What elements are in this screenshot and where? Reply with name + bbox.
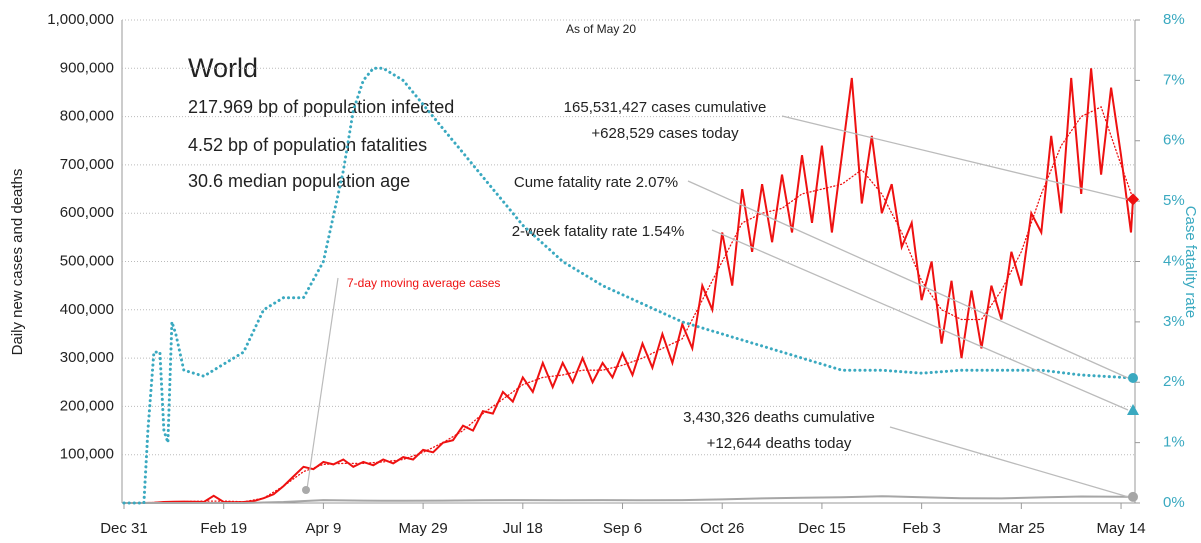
y-axis-label: Daily new cases and deaths — [9, 169, 26, 356]
series-label: 7-day moving average cases — [347, 276, 500, 290]
subtitle: As of May 20 — [566, 22, 636, 36]
y2-tick-label: 4% — [1163, 252, 1185, 269]
annotation: 165,531,427 cases cumulative — [564, 99, 767, 116]
x-tick-label: Oct 26 — [700, 520, 744, 537]
x-tick-label: May 29 — [399, 520, 448, 537]
chart-title: World — [188, 53, 258, 83]
y2-tick-label: 2% — [1163, 373, 1185, 390]
y2-tick-label: 7% — [1163, 71, 1185, 88]
x-tick-label: Feb 19 — [200, 520, 247, 537]
x-tick-label: Sep 6 — [603, 520, 642, 537]
x-tick-label: Apr 9 — [305, 520, 341, 537]
info-line: 217.969 bp of population infected — [188, 97, 454, 117]
end-marker — [1127, 193, 1140, 206]
annotation: +12,644 deaths today — [707, 435, 852, 452]
info-line: 4.52 bp of population fatalities — [188, 135, 427, 155]
series-line — [123, 495, 1134, 504]
y2-axis-label: Case fatality rate — [1182, 206, 1199, 319]
y-tick-label: 800,000 — [60, 108, 114, 125]
x-tick-label: Jul 18 — [503, 520, 543, 537]
y-tick-label: 600,000 — [60, 204, 114, 221]
x-tick-label: Dec 15 — [798, 520, 846, 537]
y2-tick-label: 5% — [1163, 192, 1185, 209]
y-tick-label: 900,000 — [60, 59, 114, 76]
annotation: Cume fatality rate 2.07% — [514, 174, 678, 191]
y-tick-label: 300,000 — [60, 349, 114, 366]
y2-tick-label: 8% — [1163, 11, 1185, 28]
y-tick-label: 500,000 — [60, 252, 114, 269]
x-tick-label: Feb 3 — [902, 520, 940, 537]
end-marker — [1128, 491, 1139, 502]
point-marker — [1127, 404, 1140, 416]
annotation: +628,529 cases today — [591, 125, 739, 142]
y-tick-label: 1,000,000 — [47, 11, 114, 28]
leader-line — [889, 426, 1129, 498]
series-line — [123, 105, 1134, 504]
x-tick-label: Mar 25 — [998, 520, 1045, 537]
series-line — [122, 66, 1135, 505]
info-line: 30.6 median population age — [188, 171, 410, 191]
x-tick-label: May 14 — [1096, 520, 1145, 537]
x-tick-label: Dec 31 — [100, 520, 148, 537]
series-line — [123, 68, 1134, 504]
annotation: 2-week fatality rate 1.54% — [512, 223, 685, 240]
leader-line — [781, 115, 1128, 201]
leader-line — [306, 277, 339, 490]
leader-dot — [302, 486, 310, 494]
leader-line — [711, 229, 1129, 411]
y2-tick-label: 3% — [1163, 313, 1185, 330]
y2-tick-label: 1% — [1163, 434, 1185, 451]
y-tick-label: 700,000 — [60, 156, 114, 173]
y-tick-label: 200,000 — [60, 397, 114, 414]
annotation: 3,430,326 deaths cumulative — [683, 409, 875, 426]
leader-line — [687, 180, 1129, 379]
y-tick-label: 400,000 — [60, 301, 114, 318]
y2-tick-label: 0% — [1163, 494, 1185, 511]
y2-tick-label: 6% — [1163, 132, 1185, 149]
end-marker — [1128, 373, 1139, 384]
y-tick-label: 100,000 — [60, 446, 114, 463]
